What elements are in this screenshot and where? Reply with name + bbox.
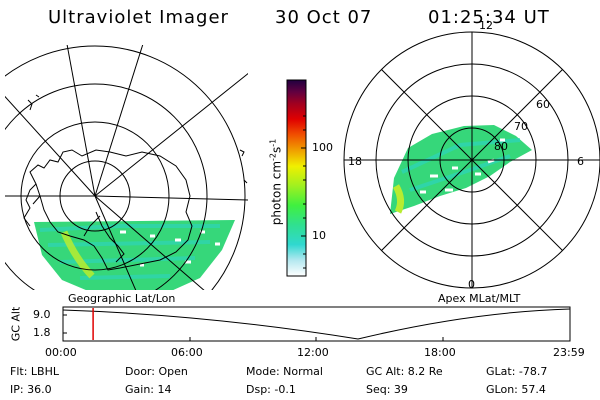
altitude-ytick-9: 9.0 <box>33 308 51 321</box>
colorbar-unit-label: photon cm-2s-1 <box>268 138 284 226</box>
status-gain: Gain: 14 <box>125 383 172 396</box>
status-glon: GLon: 57.4 <box>486 383 546 396</box>
status-dsp: Dsp: -0.1 <box>246 383 296 396</box>
altitude-curve <box>62 308 571 340</box>
colorbar-ticks <box>301 115 306 269</box>
mlt-label-12: 12 <box>479 19 493 32</box>
colorbar-tick-10: 10 <box>312 229 326 242</box>
status-gc-alt: GC Alt: 8.2 Re <box>366 365 443 378</box>
status-glat: GLat: -78.7 <box>486 365 548 378</box>
altitude-x-ticks <box>62 314 571 341</box>
mlt-label-18: 18 <box>348 155 362 168</box>
colorbar <box>286 79 307 277</box>
peninsula <box>23 183 41 227</box>
islands <box>27 94 248 184</box>
status-seq: Seq: 39 <box>366 383 408 396</box>
altitude-xtick-1200: 12:00 <box>297 346 329 359</box>
altitude-xtick-0600: 06:00 <box>171 346 203 359</box>
ice-shelf <box>83 211 125 263</box>
status-filter: Flt: LBHL <box>10 365 59 378</box>
status-mode: Mode: Normal <box>246 365 323 378</box>
instrument-title: Ultraviolet Imager <box>48 7 229 28</box>
time-label: 01:25:34 UT <box>428 7 550 28</box>
geo-map-caption: Geographic Lat/Lon <box>68 292 176 305</box>
mlat-label-60: 60 <box>536 98 550 111</box>
geo-band-highlight <box>60 230 95 279</box>
mlt-label-6: 6 <box>577 155 584 168</box>
polar-map-caption: Apex MLat/MLT <box>438 292 521 305</box>
polar-band-speckle <box>420 138 505 194</box>
colorbar-tick-100: 100 <box>312 141 333 154</box>
polar-band-highlight <box>392 184 405 214</box>
geo-band-speckle <box>120 230 220 267</box>
mlat-label-80: 80 <box>494 140 508 153</box>
polar-band-texture <box>401 138 521 192</box>
polar-outer-ring <box>343 31 600 289</box>
altitude-xtick-0000: 00:00 <box>45 346 77 359</box>
polar-map <box>344 32 600 288</box>
altitude-ytick-1-8: 1.8 <box>33 326 51 339</box>
status-ip: IP: 36.0 <box>10 383 52 396</box>
mlat-label-70: 70 <box>514 120 528 133</box>
geo-band-texture <box>39 224 220 280</box>
coastline <box>29 149 193 271</box>
altitude-xtick-2359: 23:59 <box>553 346 585 359</box>
mlt-label-0: 0 <box>468 278 475 291</box>
geographic-map <box>5 45 248 290</box>
altitude-ylabel: GC Alt <box>9 306 23 342</box>
altitude-xtick-1800: 18:00 <box>424 346 456 359</box>
date-label: 30 Oct 07 <box>275 7 373 28</box>
altitude-plot-frame <box>62 306 571 342</box>
status-door: Door: Open <box>125 365 188 378</box>
